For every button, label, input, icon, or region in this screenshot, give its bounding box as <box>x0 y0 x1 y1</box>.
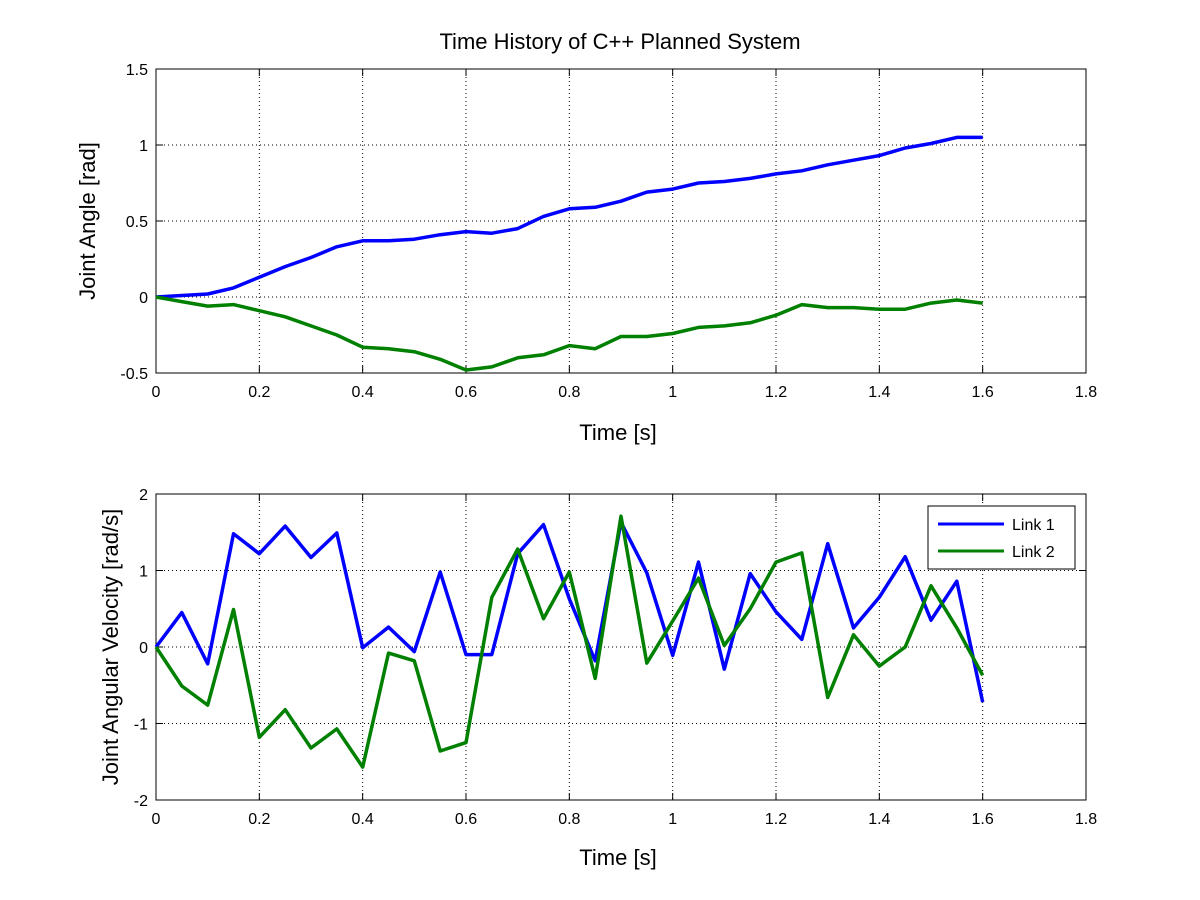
legend-label-link-2: Link 2 <box>1012 544 1055 561</box>
y-tick-label: 1.5 <box>126 62 148 79</box>
y-tick-label: -0.5 <box>120 366 148 383</box>
y-tick-label: -2 <box>134 793 148 810</box>
y-tick-label: 1 <box>139 564 148 581</box>
series-line-link-2 <box>154 514 985 769</box>
x-tick-label: 1.6 <box>972 811 994 828</box>
y-axis-label: Joint Angle [rad] <box>75 142 100 300</box>
x-tick-label: 0.4 <box>352 384 374 401</box>
x-tick-label: 1.4 <box>868 384 890 401</box>
x-tick-label: 1.4 <box>868 811 890 828</box>
y-tick-label: 0 <box>139 290 148 307</box>
legend-box <box>927 505 1076 570</box>
y-tick-label: -1 <box>134 717 148 734</box>
x-tick-label: 0.2 <box>248 811 270 828</box>
x-tick-label: 1.8 <box>1075 384 1097 401</box>
x-tick-label: 0.8 <box>558 811 580 828</box>
legend-label-link-1: Link 1 <box>1012 517 1055 534</box>
x-tick-label: 1.2 <box>765 811 787 828</box>
axis-ticks: 0 0.2 0.4 0.6 0.8 1 1.2 1.4 1.6 1.8-0.500.511.5 <box>120 62 1097 401</box>
x-tick-label: 1.6 <box>972 384 994 401</box>
x-tick-label: 0.8 <box>558 384 580 401</box>
x-tick-label: 0.6 <box>455 384 477 401</box>
x-axis-label: Time [s] <box>579 420 656 445</box>
x-tick-label: 1.8 <box>1075 811 1097 828</box>
axis-ticks: 0 0.2 0.4 0.6 0.8 1 1.2 1.4 1.6 1.8 -2 -1 0 1 2 <box>134 487 1097 828</box>
x-tick-label: 0 <box>152 384 161 401</box>
x-tick-label: 0.4 <box>352 811 374 828</box>
x-tick-label: 1.2 <box>765 384 787 401</box>
series-line-2 <box>155 295 983 372</box>
x-axis-label: Time [s] <box>579 845 656 870</box>
grid-lines <box>156 69 1086 373</box>
legend: Link 1 Link 2 <box>927 505 1076 570</box>
data-series <box>155 135 983 372</box>
y-tick-label: 1 <box>139 138 148 155</box>
joint-velocity-subplot: 0 0.2 0.4 0.6 0.8 1 1.2 1.4 1.6 1.8 -2 -1 0 1 2 Time [… <box>98 487 1097 870</box>
data-series <box>154 514 985 769</box>
x-tick-label: 0 <box>152 811 161 828</box>
x-tick-label: 0.2 <box>248 384 270 401</box>
y-tick-label: 0.5 <box>126 214 148 231</box>
x-tick-label: 1 <box>668 811 677 828</box>
joint-angle-subplot: Time History of C++ Planned System 0 0.2 0… <box>75 29 1097 445</box>
x-tick-label: 1 <box>668 384 677 401</box>
chart-title: Time History of C++ Planned System <box>439 29 800 54</box>
series-line-link-1 <box>154 520 985 703</box>
series-line-1 <box>155 135 983 299</box>
y-tick-label: 0 <box>139 640 148 657</box>
x-tick-label: 0.6 <box>455 811 477 828</box>
y-tick-label: 2 <box>139 487 148 504</box>
y-axis-label: Joint Angular Velocity [rad/s] <box>98 509 123 785</box>
